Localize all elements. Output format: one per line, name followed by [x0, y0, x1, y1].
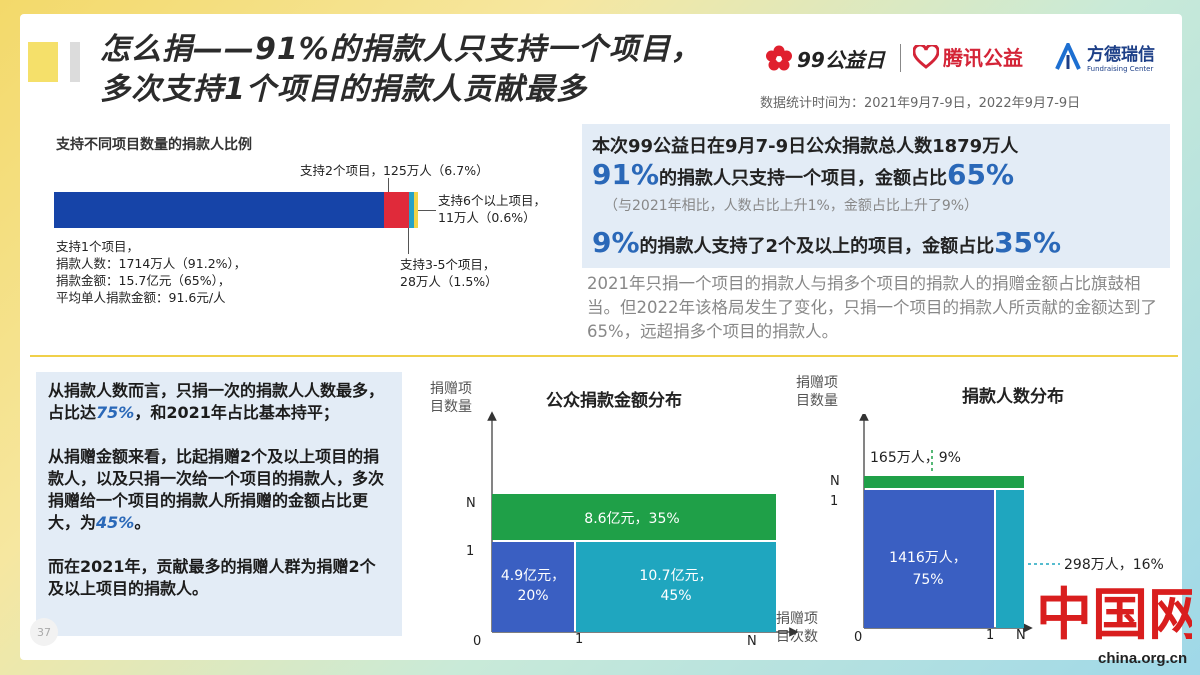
- title-line-2: 多次支持1个项目的捐款人贡献最多: [100, 72, 587, 107]
- mid-chart-svg: 8.6亿元，35% 4.9亿元， 20% 10.7亿元， 45%: [487, 411, 799, 637]
- bar-segment-2: [408, 192, 415, 228]
- bar-segment-1: [384, 192, 409, 228]
- mid-label-br-2: 45%: [660, 588, 691, 604]
- mid-tick-y-N: N: [466, 496, 476, 511]
- right-tick-0: 0: [854, 630, 863, 645]
- mid-ylabel: 捐赠项 目数量: [430, 381, 472, 415]
- logo-fangde: 方德瑞信 Fundraising Center: [1055, 40, 1155, 73]
- mid-tick-x-1: 1: [575, 632, 584, 647]
- info-box: [582, 124, 1170, 268]
- right-cell-one-once: [864, 490, 994, 628]
- bar-chart-title: 支持不同项目数量的捐款人比例: [56, 137, 252, 153]
- bar-segment-3: [414, 192, 418, 228]
- decor-block-gray: [70, 42, 80, 82]
- page-number: 37: [30, 618, 58, 646]
- summary-p2: 从捐赠金额来看，比起捐赠2个及以上项目的捐款人，以及只捐一次给一个项目的捐款人，…: [48, 447, 385, 532]
- right-cell-multi-project: [864, 476, 1024, 488]
- logo-fangde-en: Fundraising Center: [1087, 65, 1154, 73]
- mid-xlabel: 捐赠项 目次数: [776, 611, 818, 645]
- info-91-pct: 91%: [592, 158, 660, 191]
- bar-segment-0: [54, 192, 385, 228]
- logo-fangde-cn: 方德瑞信: [1087, 45, 1155, 65]
- mid-tick-y-1: 1: [466, 544, 475, 559]
- info-line-4: 9% 的捐款人支持了2个及以上的项目，金额占比 35%: [592, 226, 1061, 259]
- mid-cell-multi-project: [492, 494, 776, 540]
- anno-six-plus: 支持6个以上项目， 11万人（0.6%）: [438, 193, 546, 225]
- slide: 怎么捐——91%的捐款人只支持一个项目， 多次支持1个项目的捐款人贡献最多 99…: [20, 14, 1182, 660]
- decor-block-yellow: [28, 42, 58, 82]
- info-35-pct: 35%: [994, 226, 1062, 259]
- stat-date: 数据统计时间为：2021年9月7-9日，2022年9月7-9日: [760, 96, 1081, 111]
- title-line-1: 怎么捐——91%的捐款人只支持一个项目，: [100, 32, 702, 67]
- info-line-4-text: 的捐款人支持了2个及以上的项目，金额占比: [639, 236, 995, 257]
- right-tick-y-1: 1: [830, 494, 839, 509]
- info-65-pct: 65%: [947, 158, 1015, 191]
- mid-label-bl-2: 20%: [517, 588, 548, 604]
- leader-six: [418, 210, 436, 211]
- right-label-bl-1: 1416万人，: [889, 550, 967, 566]
- info-line-2: 91% 的捐款人只支持一个项目，金额占比 65%: [592, 158, 1014, 191]
- info-line-2-text: 的捐款人只支持一个项目，金额占比: [659, 168, 948, 189]
- flower-icon: [766, 45, 792, 70]
- right-cell-one-multi: [996, 490, 1024, 628]
- mid-chart-title: 公众捐款金额分布: [546, 391, 682, 411]
- mid-cell-one-once: [492, 542, 574, 632]
- logo-divider: [900, 44, 901, 72]
- summary-box: 从捐款人数而言，只捐一次的捐款人人数最多，占比达75%，和2021年占比基本持平…: [36, 372, 402, 636]
- info-line-3: （与2021年相比，人数占比上升1%，金额占比上升了9%）: [604, 198, 979, 214]
- watermark-site: china.org.cn: [1098, 650, 1188, 667]
- svg-text:中国网: 中国网: [1036, 583, 1192, 648]
- section-divider: [30, 355, 1178, 357]
- logo-tencent-text: 腾讯公益: [943, 46, 1023, 70]
- info-9-pct: 9%: [592, 226, 640, 259]
- leader-three-five: [408, 228, 409, 254]
- china-net-watermark-icon: 中国网: [1036, 583, 1192, 648]
- right-tick-x-1: 1: [986, 628, 995, 643]
- mid-tick-0: 0: [473, 634, 482, 649]
- page-title: 怎么捐——91%的捐款人只支持一个项目， 多次支持1个项目的捐款人贡献最多: [100, 30, 702, 110]
- logo-99-gongyi: 99公益日: [765, 44, 885, 73]
- right-chart-title: 捐款人数分布: [962, 387, 1064, 407]
- info-line-1: 本次99公益日在9月7-9日公众捐款总人数1879万人: [592, 136, 1019, 157]
- right-tick-y-N: N: [830, 474, 840, 489]
- a-shape-icon: [1055, 42, 1081, 70]
- info-paragraph: 2021年只捐一个项目的捐款人与捐多个项目的捐款人的捐赠金额占比旗鼓相当。但20…: [587, 274, 1157, 341]
- summary-75-pct: 75%: [96, 403, 135, 422]
- mid-tick-x-N: N: [747, 634, 757, 649]
- right-ylabel: 捐赠项 目数量: [796, 375, 838, 409]
- right-label-br: 298万人，16%: [1064, 557, 1164, 573]
- summary-p1: 从捐款人数而言，只捐一次的捐款人人数最多，占比达75%，和2021年占比基本持平…: [48, 381, 385, 422]
- anno-two-projects: 支持2个项目，125万人（6.7%）: [300, 163, 489, 178]
- summary-p3: 而在2021年，贡献最多的捐赠人群为捐赠2个及以上项目的捐款人。: [48, 557, 376, 598]
- summary-45-pct: 45%: [96, 513, 135, 532]
- mid-label-bl-1: 4.9亿元，: [501, 568, 565, 584]
- right-chart-svg: 165万人，9% 1416万人， 75% 298万人，16%: [859, 414, 1164, 633]
- right-label-top: 165万人，9%: [870, 450, 961, 466]
- stacked-bar: [54, 192, 418, 228]
- logo-tencent-gongyi: 腾讯公益: [913, 42, 1023, 71]
- heart-icon: [913, 44, 939, 69]
- leader-two: [388, 178, 389, 192]
- right-label-bl-2: 75%: [912, 572, 943, 588]
- anno-one-project: 支持1个项目， 捐款人数：1714万人（91.2%）， 捐款金额：15.7亿元（…: [56, 239, 247, 305]
- logo-99-text: 99公益日: [797, 48, 885, 72]
- anno-three-five: 支持3-5个项目， 28万人（1.5%）: [400, 257, 498, 289]
- right-tick-x-N: N: [1016, 628, 1026, 643]
- mid-label-top: 8.6亿元，35%: [584, 511, 679, 527]
- mid-cell-one-multi: [576, 542, 776, 632]
- mid-label-br-1: 10.7亿元，: [639, 568, 712, 584]
